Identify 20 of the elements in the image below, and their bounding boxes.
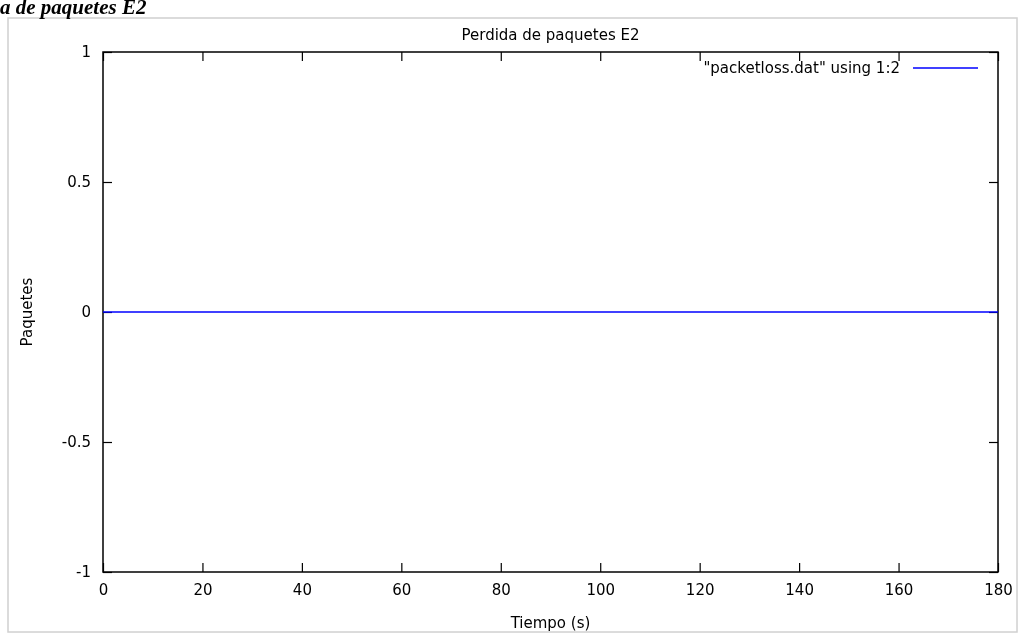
y-tick-label: 1 — [81, 43, 91, 62]
y-tick-label: 0.5 — [67, 173, 91, 192]
x-tick-label: 100 — [586, 580, 616, 599]
x-tick-label: 140 — [785, 580, 814, 599]
y-tick-label: -0.5 — [61, 433, 91, 452]
text: a de paquetes E2 — [0, 0, 147, 19]
y-axis-title: Paquetes — [18, 277, 36, 347]
x-tick-label: 0 — [98, 580, 109, 599]
x-tick-label: 80 — [491, 580, 511, 599]
x-axis-title: Tiempo (s) — [509, 614, 591, 632]
x-tick-label: 180 — [984, 580, 1013, 599]
x-tick-label: 60 — [392, 580, 412, 599]
y-tick-label: 0 — [81, 303, 91, 322]
x-tick-label: 120 — [685, 580, 715, 599]
x-tick-label: 160 — [884, 580, 914, 599]
chart-title: Perdida de paquetes E2 — [461, 26, 640, 44]
x-tick-label: 40 — [292, 580, 312, 599]
y-tick-label: -1 — [76, 563, 91, 582]
x-tick-label: 20 — [193, 580, 213, 599]
legend-label: "packetloss.dat" using 1:2 — [703, 59, 900, 77]
